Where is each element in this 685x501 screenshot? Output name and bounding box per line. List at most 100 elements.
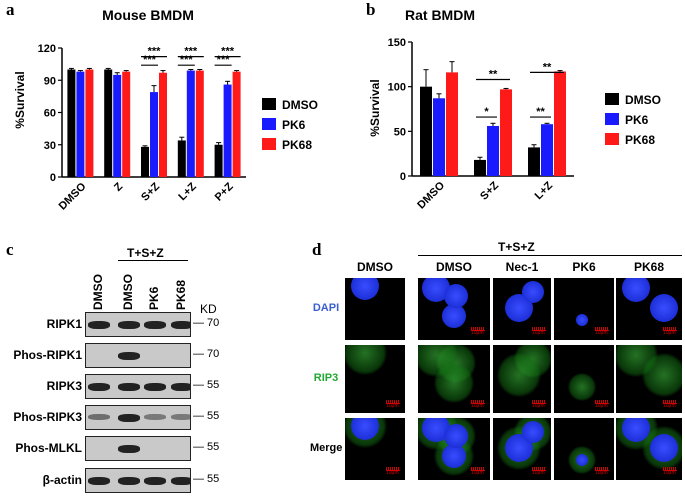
- bar: [433, 98, 445, 176]
- nucleus: [351, 278, 379, 300]
- bar: [76, 71, 85, 177]
- nucleus: [442, 444, 466, 468]
- significance-marker: **: [543, 61, 552, 73]
- blot-strip: [85, 343, 191, 368]
- x-tick-label: DMSO: [57, 180, 89, 212]
- x-tick-label: L+Z: [533, 179, 556, 202]
- nucleus: [650, 434, 678, 462]
- bar: [232, 71, 241, 177]
- blot-row-label: Phos-RIPK1: [13, 348, 82, 362]
- legend-swatch: [605, 133, 619, 145]
- scale-bar: 10μm: [386, 467, 400, 476]
- treatment-label: T+S+Z: [498, 240, 535, 254]
- significance-marker: ***: [184, 46, 198, 58]
- y-tick-label: 90: [44, 75, 56, 87]
- micrograph: 10μm: [418, 418, 490, 480]
- bar: [67, 69, 76, 177]
- nucleus: [522, 421, 544, 443]
- y-tick-label: 0: [50, 172, 56, 184]
- panel-letter-b: b: [366, 0, 376, 19]
- treatment-line: [118, 260, 188, 261]
- chart-mouse-bmdm: Mouse BMDM %Survival 0 30 60 90 120 DMSO Z S+Z…: [13, 7, 318, 212]
- protein-band: [118, 414, 140, 422]
- bar: [195, 70, 204, 177]
- micrograph: 10μm: [345, 345, 405, 413]
- channel-label: DAPI: [312, 302, 340, 314]
- legend-label: PK6: [282, 118, 306, 132]
- column-label: DMSO: [357, 260, 393, 274]
- significance-marker: ***: [221, 46, 235, 58]
- micrograph: 10μm: [616, 418, 682, 480]
- bar: [186, 70, 195, 177]
- bar: [446, 72, 458, 176]
- panel-letter-c: c: [6, 240, 14, 259]
- bar: [420, 86, 432, 176]
- x-tick-label: DMSO: [415, 179, 447, 211]
- scale-bar: 10μm: [386, 400, 400, 409]
- column-label: Nec-1: [505, 260, 539, 274]
- nucleus: [444, 424, 468, 448]
- bar: [500, 89, 512, 176]
- protein-band: [171, 383, 190, 391]
- nucleus: [444, 284, 468, 308]
- bar: [122, 71, 131, 177]
- protein-band: [144, 383, 166, 391]
- bar: [177, 140, 186, 177]
- lane-label: PK6: [147, 286, 161, 310]
- blot-row-label: RIPK1: [46, 317, 82, 331]
- protein-band: [118, 445, 140, 453]
- column-label: PK68: [633, 260, 665, 274]
- nucleus: [622, 418, 650, 442]
- bar: [113, 74, 122, 177]
- protein-band: [118, 321, 140, 329]
- micrograph: 10μm: [493, 278, 551, 340]
- protein-band: [118, 477, 140, 485]
- size-marker: — 55: [193, 441, 220, 453]
- significance-marker: *: [484, 106, 489, 118]
- legend-swatch: [262, 118, 276, 130]
- size-marker: — 70: [193, 317, 220, 329]
- legend-swatch: [262, 138, 276, 150]
- protein-band: [171, 414, 190, 420]
- blot-row-label: Phos-MLKL: [15, 441, 82, 455]
- y-tick-label: 100: [388, 82, 406, 94]
- micrograph: 10μm: [418, 278, 490, 340]
- legend-swatch: [605, 93, 619, 105]
- microscopy-panel: T+S+Z DMSO DMSO Nec-1 PK6 PK68 DAPI RIP3 Merge…: [310, 240, 685, 501]
- legend-label: DMSO: [282, 98, 318, 112]
- bar: [141, 146, 149, 177]
- significance-marker: ***: [217, 54, 231, 66]
- bar: [474, 159, 486, 176]
- bar: [150, 92, 158, 177]
- micrograph: 10μm: [554, 278, 614, 340]
- protein-band: [88, 321, 110, 329]
- y-tick-label: 60: [44, 108, 56, 120]
- micrograph: 10μm: [554, 418, 614, 480]
- kd-label: KD: [200, 302, 217, 316]
- bar: [487, 125, 499, 176]
- micrograph: 10μm: [554, 345, 614, 413]
- micrograph: 10μm: [493, 418, 551, 480]
- blot-row-label: RIPK3: [46, 379, 82, 393]
- protein-band: [171, 477, 190, 485]
- significance-marker: ***: [148, 46, 162, 58]
- size-marker: — 70: [193, 348, 220, 360]
- scale-bar: 10μm: [471, 467, 485, 476]
- legend-swatch: [605, 113, 619, 125]
- y-tick-label: 30: [44, 140, 56, 152]
- bar: [528, 147, 540, 176]
- y-axis-label: %Survival: [368, 79, 382, 136]
- legend-label: DMSO: [625, 93, 661, 107]
- size-marker: — 55: [193, 379, 220, 391]
- scale-bar: 10μm: [595, 400, 609, 409]
- western-blot-panel: T+S+Z DMSO DMSO PK6 PK68 KD RIPK1 — 70 Phos-R…: [0, 240, 310, 501]
- column-label: PK6: [572, 260, 596, 274]
- channel-label: RIP3: [313, 372, 339, 384]
- blot-row-label: Phos-RIPK3: [13, 410, 82, 424]
- micrograph: 10μm: [616, 278, 682, 340]
- legend-label: PK68: [625, 133, 655, 147]
- legend-label: PK6: [625, 113, 649, 127]
- scale-bar: 10μm: [595, 467, 609, 476]
- bar: [541, 124, 553, 176]
